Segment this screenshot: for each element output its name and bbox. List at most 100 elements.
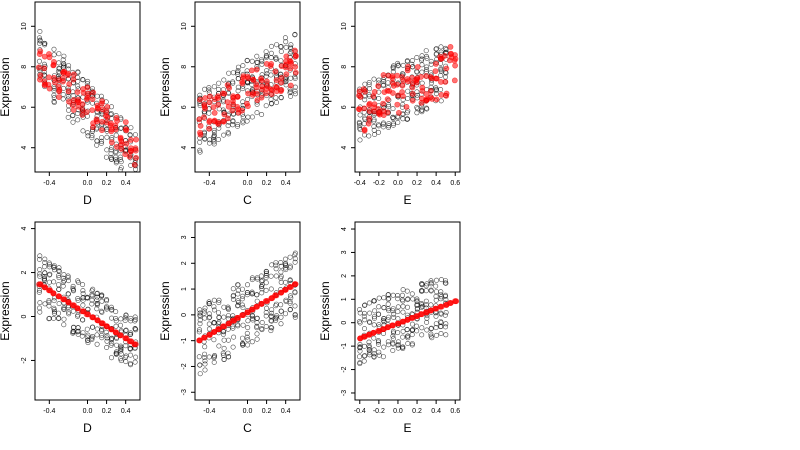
x-tick-label: 0.0: [243, 180, 253, 187]
fitted-point: [291, 47, 298, 54]
observed-point: [226, 70, 232, 76]
x-tick-label: 0.2: [262, 180, 272, 187]
observed-point: [231, 334, 237, 340]
observed-point: [386, 103, 392, 109]
observed-point: [273, 260, 279, 266]
x-tick-label: 0.4: [431, 408, 441, 415]
observed-point: [85, 78, 91, 84]
observed-point: [269, 325, 275, 331]
observed-point: [211, 359, 217, 365]
x-tick-label: 0.0: [393, 408, 403, 415]
series-fitted-points: [196, 281, 299, 344]
observed-point: [438, 294, 444, 300]
observed-point: [288, 93, 294, 99]
observed-point: [278, 275, 284, 281]
x-axis-label: D: [83, 193, 92, 207]
observed-point: [395, 341, 401, 347]
fitted-point: [122, 151, 129, 158]
observed-point: [37, 267, 43, 273]
observed-point: [36, 256, 42, 262]
fitted-point: [70, 302, 76, 309]
observed-point: [366, 133, 372, 139]
observed-point: [37, 300, 43, 306]
observed-point: [202, 367, 208, 373]
observed-point: [254, 110, 260, 116]
y-tick-label: 4: [341, 146, 348, 150]
observed-point: [249, 339, 255, 345]
observed-point: [89, 135, 95, 141]
observed-point: [428, 80, 434, 86]
fitted-point: [51, 74, 57, 81]
observed-point: [80, 77, 86, 83]
series-fitted-points: [355, 44, 459, 134]
fitted-point: [89, 107, 96, 113]
observed-point: [132, 314, 138, 320]
observed-point: [438, 277, 444, 283]
observed-point: [419, 288, 425, 294]
fitted-point: [60, 75, 66, 81]
observed-point: [395, 292, 401, 298]
observed-point: [410, 296, 416, 302]
fitted-point: [287, 65, 294, 72]
observed-point: [221, 77, 227, 83]
observed-point: [235, 64, 241, 70]
observed-point: [409, 58, 415, 64]
fitted-point: [268, 91, 275, 98]
x-axis-label: D: [83, 421, 92, 435]
observed-point: [211, 355, 217, 361]
observed-point: [442, 278, 448, 284]
observed-point: [409, 321, 415, 327]
observed-point: [225, 305, 231, 311]
fitted-point: [197, 122, 204, 129]
observed-point: [433, 293, 439, 299]
fitted-point: [36, 51, 43, 57]
observed-point: [423, 288, 429, 294]
observed-point: [438, 319, 444, 325]
observed-point: [409, 61, 415, 67]
observed-point: [197, 149, 203, 155]
observed-point: [202, 361, 208, 367]
observed-point: [239, 286, 245, 292]
fitted-point: [197, 129, 203, 136]
observed-point: [428, 279, 434, 285]
fitted-point: [292, 53, 299, 60]
observed-point: [207, 137, 213, 143]
observed-point: [211, 304, 217, 310]
fitted-point: [273, 77, 280, 83]
fitted-point: [75, 103, 82, 110]
observed-point: [405, 335, 411, 341]
fitted-point: [90, 314, 96, 321]
observed-point: [60, 279, 66, 285]
observed-point: [244, 334, 250, 340]
observed-point: [98, 308, 104, 314]
observed-point: [443, 321, 449, 327]
y-tick-label: -2: [21, 357, 28, 363]
observed-point: [278, 269, 284, 275]
observed-point: [132, 318, 138, 324]
observed-point: [197, 317, 203, 323]
observed-point: [36, 305, 42, 311]
fitted-point: [99, 127, 105, 134]
observed-point: [235, 84, 241, 90]
fitted-point: [452, 62, 458, 69]
observed-point: [85, 340, 91, 346]
observed-point: [245, 337, 251, 343]
observed-point: [287, 263, 293, 269]
observed-point: [404, 110, 410, 116]
observed-point: [118, 157, 124, 163]
observed-point: [400, 116, 406, 122]
observed-point: [108, 151, 114, 157]
fitted-point: [98, 320, 105, 327]
observed-point: [36, 289, 42, 295]
observed-point: [250, 317, 256, 323]
observed-point: [356, 119, 362, 125]
observed-point: [282, 279, 288, 285]
observed-point: [118, 348, 124, 354]
series-fitted-points: [35, 48, 139, 168]
fitted-point: [206, 99, 213, 106]
observed-point: [356, 354, 362, 360]
observed-point: [437, 324, 443, 330]
observed-point: [409, 332, 415, 338]
observed-point: [278, 44, 284, 50]
